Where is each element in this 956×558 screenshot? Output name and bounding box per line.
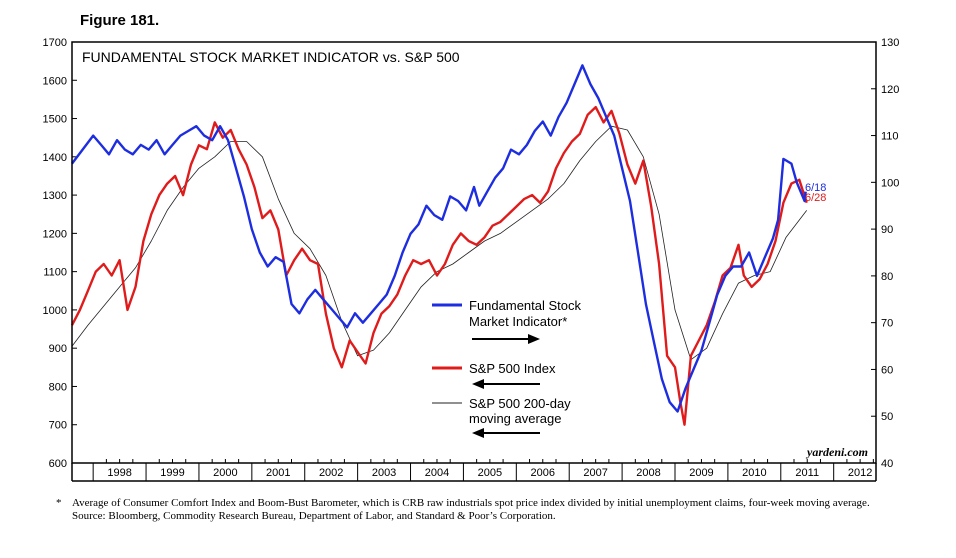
x-axis-ticks: 1998 1999 2000 2001 2002 2003 2004 2005 2006 2007…: [92, 459, 874, 481]
left-tick-label: 1300: [43, 190, 67, 202]
arrow-left-icon: [472, 379, 540, 389]
left-tick-label: 800: [49, 381, 67, 393]
right-tick-label: 130: [881, 37, 899, 49]
arrow-right-icon: [472, 334, 540, 344]
left-tick-label: 1400: [43, 152, 67, 164]
left-tick-label: 1000: [43, 305, 67, 317]
arrow-left-icon: [472, 428, 540, 438]
x-tick-label: 1998: [107, 467, 131, 479]
left-tick-label: 1600: [43, 75, 67, 87]
left-tick-label: 600: [49, 458, 67, 470]
right-tick-label: 100: [881, 177, 899, 189]
footnote-marker: *: [56, 497, 62, 509]
left-tick-label: 1200: [43, 228, 67, 240]
right-tick-label: 60: [881, 364, 893, 376]
chart-title: FUNDAMENTAL STOCK MARKET INDICATOR vs. S…: [82, 49, 460, 65]
legend: Fundamental Stock Market Indicator* S&P …: [432, 298, 582, 438]
series-line-sp500: [70, 105, 808, 426]
x-tick-label: 2003: [372, 467, 396, 479]
right-axis-ticks: 40 50 60 70 80 90 100 110 120 130: [871, 37, 899, 470]
x-tick-label: 2011: [795, 467, 819, 479]
left-tick-label: 700: [49, 420, 67, 432]
figure-label: Figure 181.: [80, 12, 160, 29]
series-line-ma200: [71, 125, 808, 361]
right-tick-label: 90: [881, 224, 893, 236]
right-tick-label: 40: [881, 458, 893, 470]
left-tick-label: 1100: [43, 267, 67, 279]
right-tick-label: 50: [881, 411, 893, 423]
footnotes: * Average of Consumer Comfort Index and …: [56, 497, 936, 523]
x-tick-label: 2010: [742, 467, 766, 479]
x-tick-label: 2004: [425, 467, 449, 479]
x-tick-label: 1999: [160, 467, 184, 479]
left-tick-label: 1500: [43, 114, 67, 126]
legend-label-sp500: S&P 500 Index: [469, 361, 556, 376]
legend-label-indicator-1: Fundamental Stock: [469, 298, 582, 313]
x-tick-label: 2005: [478, 467, 502, 479]
x-tick-label: 2009: [689, 467, 713, 479]
chart: 600 700 800 900 1000 1100 1200 1300 1400 1500 1600…: [43, 37, 899, 482]
x-tick-label: 2000: [213, 467, 237, 479]
right-tick-label: 70: [881, 318, 893, 330]
right-tick-label: 120: [881, 84, 899, 96]
right-tick-label: 80: [881, 271, 893, 283]
x-tick-label: 2012: [848, 467, 872, 479]
series-lines: [70, 64, 808, 426]
legend-label-ma200-1: S&P 500 200-day: [469, 396, 571, 411]
x-tick-label: 2002: [319, 467, 343, 479]
x-tick-label: 2006: [531, 467, 555, 479]
plot-frame: [71, 41, 877, 464]
x-tick-label: 2008: [636, 467, 660, 479]
chart-credit: yardeni.com: [805, 445, 868, 459]
end-label-sp500: 6/28: [805, 192, 826, 204]
footnote-text: Average of Consumer Comfort Index and Bo…: [72, 497, 870, 509]
x-tick-label: 2007: [583, 467, 607, 479]
legend-label-indicator-2: Market Indicator*: [469, 314, 567, 329]
right-tick-label: 110: [881, 131, 899, 143]
left-tick-label: 900: [49, 343, 67, 355]
left-axis-ticks: 600 700 800 900 1000 1100 1200 1300 1400 1500 1600…: [43, 37, 77, 470]
end-label-indicator: 6/18: [805, 182, 826, 194]
left-tick-label: 1700: [43, 37, 67, 49]
source-text: Source: Bloomberg, Commodity Research Bu…: [72, 510, 556, 522]
series-line-indicator: [71, 64, 807, 413]
legend-label-ma200-2: moving average: [469, 411, 562, 426]
x-tick-label: 2001: [266, 467, 290, 479]
